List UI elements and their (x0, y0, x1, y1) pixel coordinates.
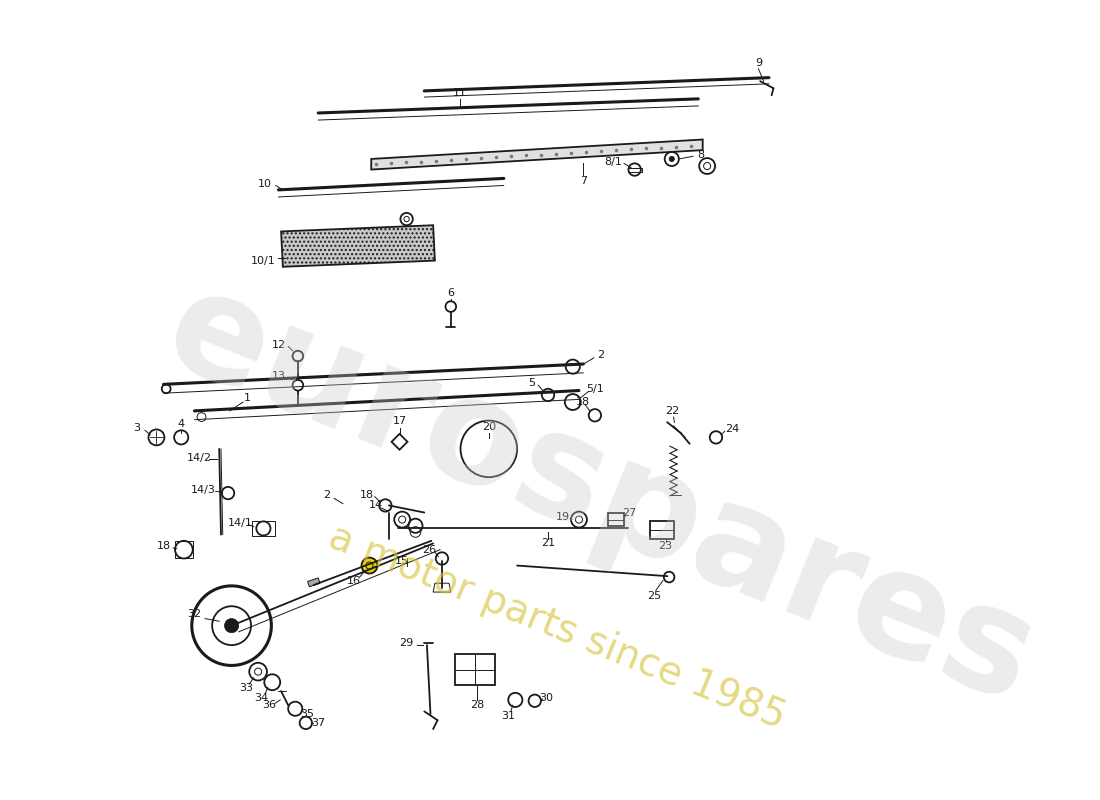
Text: 20: 20 (482, 422, 496, 432)
Bar (252, 522, 275, 535)
Text: 36: 36 (263, 700, 276, 710)
Text: 33: 33 (239, 682, 253, 693)
Text: 11: 11 (452, 88, 466, 98)
Text: 30: 30 (539, 693, 553, 703)
Text: 21: 21 (541, 538, 556, 549)
Bar (455, 654, 495, 685)
Text: 9: 9 (755, 58, 762, 69)
Text: 34: 34 (254, 693, 268, 703)
Text: 37: 37 (311, 718, 326, 728)
Bar (628, 168, 641, 172)
Circle shape (362, 558, 377, 574)
Text: 27: 27 (623, 507, 637, 518)
Text: 3: 3 (133, 422, 141, 433)
Text: 24: 24 (725, 423, 739, 434)
Text: 14/2: 14/2 (186, 453, 211, 462)
Text: 5: 5 (529, 378, 536, 389)
Text: 17: 17 (393, 417, 407, 426)
Text: 23: 23 (659, 541, 673, 551)
Polygon shape (282, 226, 434, 266)
Text: 10: 10 (258, 178, 272, 189)
Text: 13: 13 (272, 370, 285, 381)
Text: 35: 35 (300, 709, 315, 719)
Text: 2: 2 (323, 490, 331, 500)
Text: 16: 16 (346, 577, 361, 586)
Text: 19: 19 (556, 512, 570, 522)
Text: eurospares: eurospares (147, 257, 1055, 733)
Polygon shape (371, 139, 703, 170)
Text: 22: 22 (664, 406, 679, 416)
Text: 7: 7 (580, 176, 587, 186)
Text: 14/1: 14/1 (228, 518, 253, 528)
Text: 14: 14 (368, 501, 383, 510)
Text: 29: 29 (399, 638, 414, 648)
Text: 8: 8 (697, 150, 704, 159)
Text: 25: 25 (647, 591, 661, 602)
Text: 26: 26 (421, 545, 436, 554)
Circle shape (224, 618, 239, 633)
Text: 4: 4 (177, 419, 185, 429)
Text: 14/3: 14/3 (191, 486, 216, 495)
Bar (608, 513, 624, 526)
Text: a motor parts since 1985: a motor parts since 1985 (322, 518, 791, 737)
Bar (175, 541, 192, 558)
Text: 18: 18 (576, 397, 591, 407)
Text: 10/1: 10/1 (251, 256, 276, 266)
Text: 31: 31 (502, 711, 515, 721)
Text: 8/1: 8/1 (605, 157, 623, 166)
Text: 32: 32 (187, 609, 201, 619)
Text: 18: 18 (156, 541, 170, 551)
Text: 28: 28 (470, 700, 484, 710)
Text: 18: 18 (360, 490, 374, 500)
Polygon shape (308, 578, 320, 586)
Text: 12: 12 (272, 339, 286, 350)
Bar (650, 522, 674, 539)
Text: 1: 1 (244, 393, 251, 402)
Text: 15: 15 (395, 556, 409, 566)
Circle shape (669, 156, 674, 162)
Text: 5/1: 5/1 (586, 384, 604, 394)
Text: 6: 6 (448, 288, 454, 298)
Text: 2: 2 (597, 350, 605, 360)
